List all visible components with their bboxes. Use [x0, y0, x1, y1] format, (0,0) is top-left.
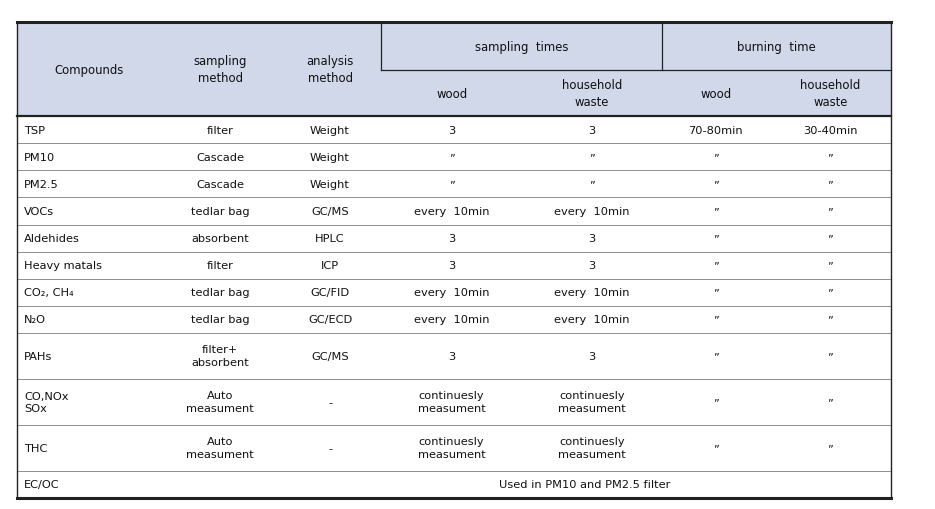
Text: ”: ”: [712, 288, 719, 298]
Text: ICP: ICP: [321, 261, 339, 271]
Text: ”: ”: [712, 234, 719, 244]
Text: EC/OC: EC/OC: [24, 479, 60, 489]
Text: every  10min: every 10min: [554, 288, 629, 298]
Text: ”: ”: [827, 180, 833, 189]
Text: tedlar bag: tedlar bag: [191, 288, 250, 298]
Text: Weight: Weight: [310, 126, 350, 135]
Text: ”: ”: [589, 180, 595, 189]
Text: every  10min: every 10min: [414, 315, 489, 325]
Text: CO₂, CH₄: CO₂, CH₄: [24, 288, 74, 298]
Text: burning  time: burning time: [737, 41, 816, 53]
Text: ”: ”: [827, 234, 833, 244]
Text: sampling  times: sampling times: [475, 41, 568, 53]
Text: ”: ”: [712, 153, 719, 162]
Text: Auto
measument: Auto measument: [186, 390, 254, 413]
Text: sampling
method: sampling method: [194, 55, 247, 85]
Text: N₂O: N₂O: [24, 315, 47, 325]
Text: household
waste: household waste: [562, 79, 622, 109]
Text: ”: ”: [449, 180, 454, 189]
Text: THC: THC: [24, 443, 48, 453]
Text: CO,NOx
SOx: CO,NOx SOx: [24, 391, 69, 413]
Text: 3: 3: [588, 261, 596, 271]
Text: ”: ”: [712, 397, 719, 407]
Text: 3: 3: [588, 234, 596, 244]
Text: Auto
measument: Auto measument: [186, 437, 254, 459]
Text: every  10min: every 10min: [554, 207, 629, 216]
Text: -: -: [328, 443, 332, 453]
Text: 3: 3: [448, 126, 455, 135]
Text: continuesly
measument: continuesly measument: [558, 437, 626, 459]
Text: analysis
method: analysis method: [307, 55, 353, 85]
Text: ”: ”: [712, 180, 719, 189]
Text: 3: 3: [588, 126, 596, 135]
Text: absorbent: absorbent: [192, 234, 249, 244]
Text: filter: filter: [207, 261, 234, 271]
Text: Weight: Weight: [310, 180, 350, 189]
Text: 3: 3: [448, 351, 455, 361]
Text: ”: ”: [712, 351, 719, 361]
Text: every  10min: every 10min: [414, 288, 489, 298]
Text: every  10min: every 10min: [554, 315, 629, 325]
Text: HPLC: HPLC: [315, 234, 345, 244]
Text: ”: ”: [827, 288, 833, 298]
Text: Compounds: Compounds: [54, 64, 124, 76]
Text: ”: ”: [712, 443, 719, 453]
Text: tedlar bag: tedlar bag: [191, 315, 250, 325]
Text: TSP: TSP: [24, 126, 45, 135]
Text: Aldehides: Aldehides: [24, 234, 80, 244]
Text: ”: ”: [827, 443, 833, 453]
Text: GC/FID: GC/FID: [310, 288, 350, 298]
Text: Heavy matals: Heavy matals: [24, 261, 102, 271]
Text: PM10: PM10: [24, 153, 55, 162]
Text: -: -: [328, 397, 332, 407]
Text: 30-40min: 30-40min: [803, 126, 857, 135]
Text: 3: 3: [448, 234, 455, 244]
Text: GC/MS: GC/MS: [311, 351, 349, 361]
Text: tedlar bag: tedlar bag: [191, 207, 250, 216]
Text: household
waste: household waste: [800, 79, 860, 109]
Text: Cascade: Cascade: [196, 153, 244, 162]
Text: ”: ”: [589, 153, 595, 162]
Text: ”: ”: [712, 315, 719, 325]
Text: 70-80min: 70-80min: [688, 126, 743, 135]
Text: Cascade: Cascade: [196, 180, 244, 189]
Text: Weight: Weight: [310, 153, 350, 162]
Text: 3: 3: [588, 351, 596, 361]
Text: filter+
absorbent: filter+ absorbent: [192, 345, 249, 367]
Bar: [17, 23, 891, 117]
Text: Used in PM10 and PM2.5 filter: Used in PM10 and PM2.5 filter: [499, 479, 670, 489]
Text: ”: ”: [827, 315, 833, 325]
Text: ”: ”: [449, 153, 454, 162]
Text: GC/ECD: GC/ECD: [308, 315, 352, 325]
Text: wood: wood: [436, 88, 468, 101]
Text: PAHs: PAHs: [24, 351, 52, 361]
Text: filter: filter: [207, 126, 234, 135]
Text: GC/MS: GC/MS: [311, 207, 349, 216]
Text: PM2.5: PM2.5: [24, 180, 59, 189]
Text: ”: ”: [827, 207, 833, 216]
Text: ”: ”: [712, 261, 719, 271]
Text: ”: ”: [827, 261, 833, 271]
Text: ”: ”: [827, 397, 833, 407]
Text: continuesly
measument: continuesly measument: [558, 390, 626, 413]
Text: ”: ”: [827, 351, 833, 361]
Text: VOCs: VOCs: [24, 207, 54, 216]
Text: ”: ”: [712, 207, 719, 216]
Text: ”: ”: [827, 153, 833, 162]
Text: continuesly
measument: continuesly measument: [418, 437, 485, 459]
Text: 3: 3: [448, 261, 455, 271]
Text: every  10min: every 10min: [414, 207, 489, 216]
Text: wood: wood: [700, 88, 731, 101]
Text: continuesly
measument: continuesly measument: [418, 390, 485, 413]
